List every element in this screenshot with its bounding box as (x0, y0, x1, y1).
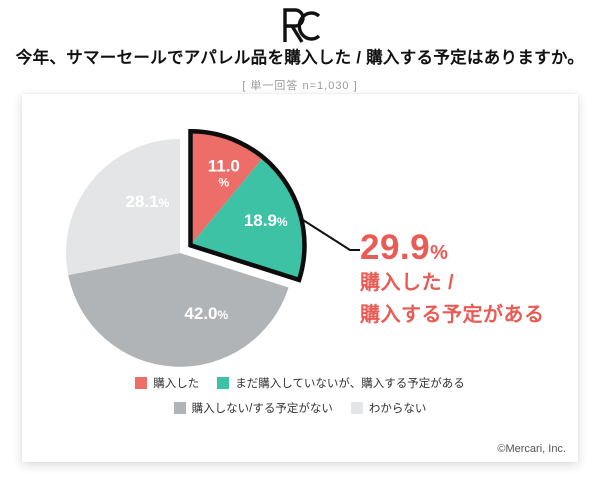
legend-item-no-plan: 購入しない/する予定がない (173, 400, 333, 416)
page-title: 今年、サマーセールでアパレル品を購入した / 購入する予定はありますか。 (15, 49, 585, 67)
chart-legend: 購入した まだ購入していないが、購入する予定がある 購入しない/する予定がない … (22, 375, 578, 416)
legend-label-plan-to-purchase: まだ購入していないが、購入する予定がある (235, 378, 465, 390)
chart-card: 11.0% 18.9% 42.0% 28.1% 29.9% 購入した / 購入する予定… (22, 94, 578, 462)
rc-logo (278, 7, 322, 50)
legend-label-purchased: 購入した (153, 378, 200, 390)
annotation-line1: 購入した / (360, 272, 455, 294)
rc-logo-icon (283, 8, 321, 43)
legend-swatch-plan-to-purchase-icon (217, 377, 230, 389)
slice-label-1: 18.9% (244, 211, 288, 230)
annotation-number: 29.9 (360, 228, 431, 267)
callout-line (302, 219, 360, 251)
legend-label-dont-know: わからない (368, 403, 427, 415)
copyright: ©Mercari, Inc. (497, 443, 566, 455)
annotation-value: 29.9% (360, 230, 575, 265)
legend-swatch-purchased-icon (135, 377, 148, 389)
slice-label-2: 42.0% (184, 304, 228, 323)
legend-item-purchased: 購入した (135, 375, 199, 391)
survey-note: [ 単一回答 n=1,030 ] (242, 80, 358, 92)
pie-slice-2 (68, 253, 289, 367)
legend-item-dont-know: わからない (350, 400, 427, 416)
pie-slice-1 (190, 157, 305, 280)
pie-chart: 11.0 % 18.9% 42.0% 28.1% (66, 129, 360, 367)
legend-swatch-dont-know-icon (350, 402, 363, 414)
slice-label-0: 11.0% (208, 156, 240, 189)
annotation-percent-sign: % (430, 242, 449, 264)
legend-row-2: 購入しない/する予定がない わからない (22, 400, 578, 416)
pie-slice-0 (190, 131, 264, 246)
slice-label-3: 28.1% (126, 192, 170, 211)
legend-swatch-no-plan-icon (173, 402, 186, 414)
pie-slice-3 (66, 139, 180, 276)
legend-row-1: 購入した まだ購入していないが、購入する予定がある (22, 375, 578, 391)
annotation: 29.9% 購入した / 購入する予定がある (360, 230, 575, 329)
legend-label-no-plan: 購入しない/する予定がない (191, 403, 333, 415)
legend-item-plan-to-purchase: まだ購入していないが、購入する予定がある (217, 375, 465, 391)
annotation-line2: 購入する予定がある (360, 304, 545, 326)
exploded-group-outline (188, 129, 307, 283)
